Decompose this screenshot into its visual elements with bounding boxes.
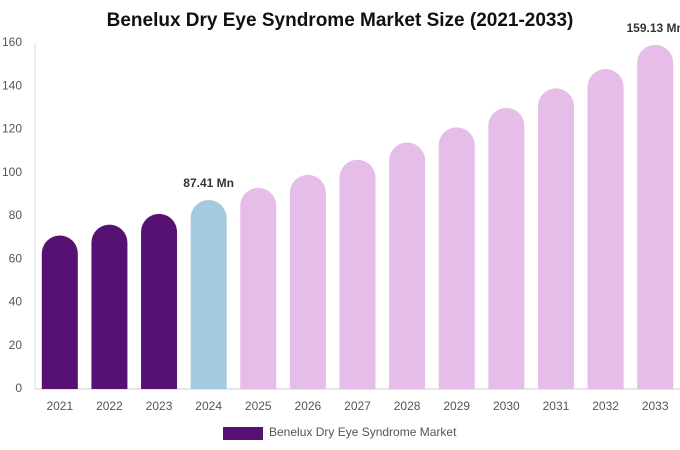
x-tick-label: 2024 — [195, 399, 222, 413]
x-tick-label: 2025 — [245, 399, 272, 413]
x-tick-label: 2033 — [642, 399, 669, 413]
x-tick-label: 2032 — [592, 399, 619, 413]
y-tick-label: 160 — [2, 35, 22, 49]
bar — [141, 213, 178, 389]
x-tick-label: 2022 — [96, 399, 123, 413]
y-tick-label: 140 — [2, 78, 22, 92]
value-label: 159.13 Mn — [627, 21, 680, 35]
x-tick-label: 2027 — [344, 399, 371, 413]
y-tick-label: 40 — [9, 295, 23, 309]
bar — [488, 107, 525, 389]
x-tick-label: 2023 — [146, 399, 173, 413]
y-tick-label: 80 — [9, 208, 23, 222]
chart-title: Benelux Dry Eye Syndrome Market Size (20… — [107, 10, 574, 31]
legend-label: Benelux Dry Eye Syndrome Market — [269, 425, 457, 439]
x-tick-label: 2029 — [443, 399, 470, 413]
x-tick-label: 2030 — [493, 399, 520, 413]
bar — [587, 68, 624, 389]
x-tick-label: 2028 — [394, 399, 421, 413]
bar — [240, 187, 277, 389]
y-tick-label: 20 — [9, 338, 23, 352]
y-tick-label: 60 — [9, 251, 23, 265]
y-tick-label: 0 — [15, 381, 22, 395]
bar — [190, 199, 227, 389]
bar — [41, 235, 78, 389]
bar — [389, 142, 426, 389]
value-label: 87.41 Mn — [183, 176, 234, 190]
legend-swatch — [223, 427, 263, 440]
bar — [438, 127, 475, 390]
bar — [339, 159, 376, 389]
x-tick-label: 2026 — [295, 399, 322, 413]
bar — [91, 224, 128, 389]
bar — [289, 174, 326, 389]
bar — [537, 88, 574, 389]
y-tick-label: 120 — [2, 122, 22, 136]
y-tick-label: 100 — [2, 165, 22, 179]
bar — [637, 44, 674, 389]
x-tick-label: 2021 — [46, 399, 73, 413]
x-tick-label: 2031 — [543, 399, 570, 413]
